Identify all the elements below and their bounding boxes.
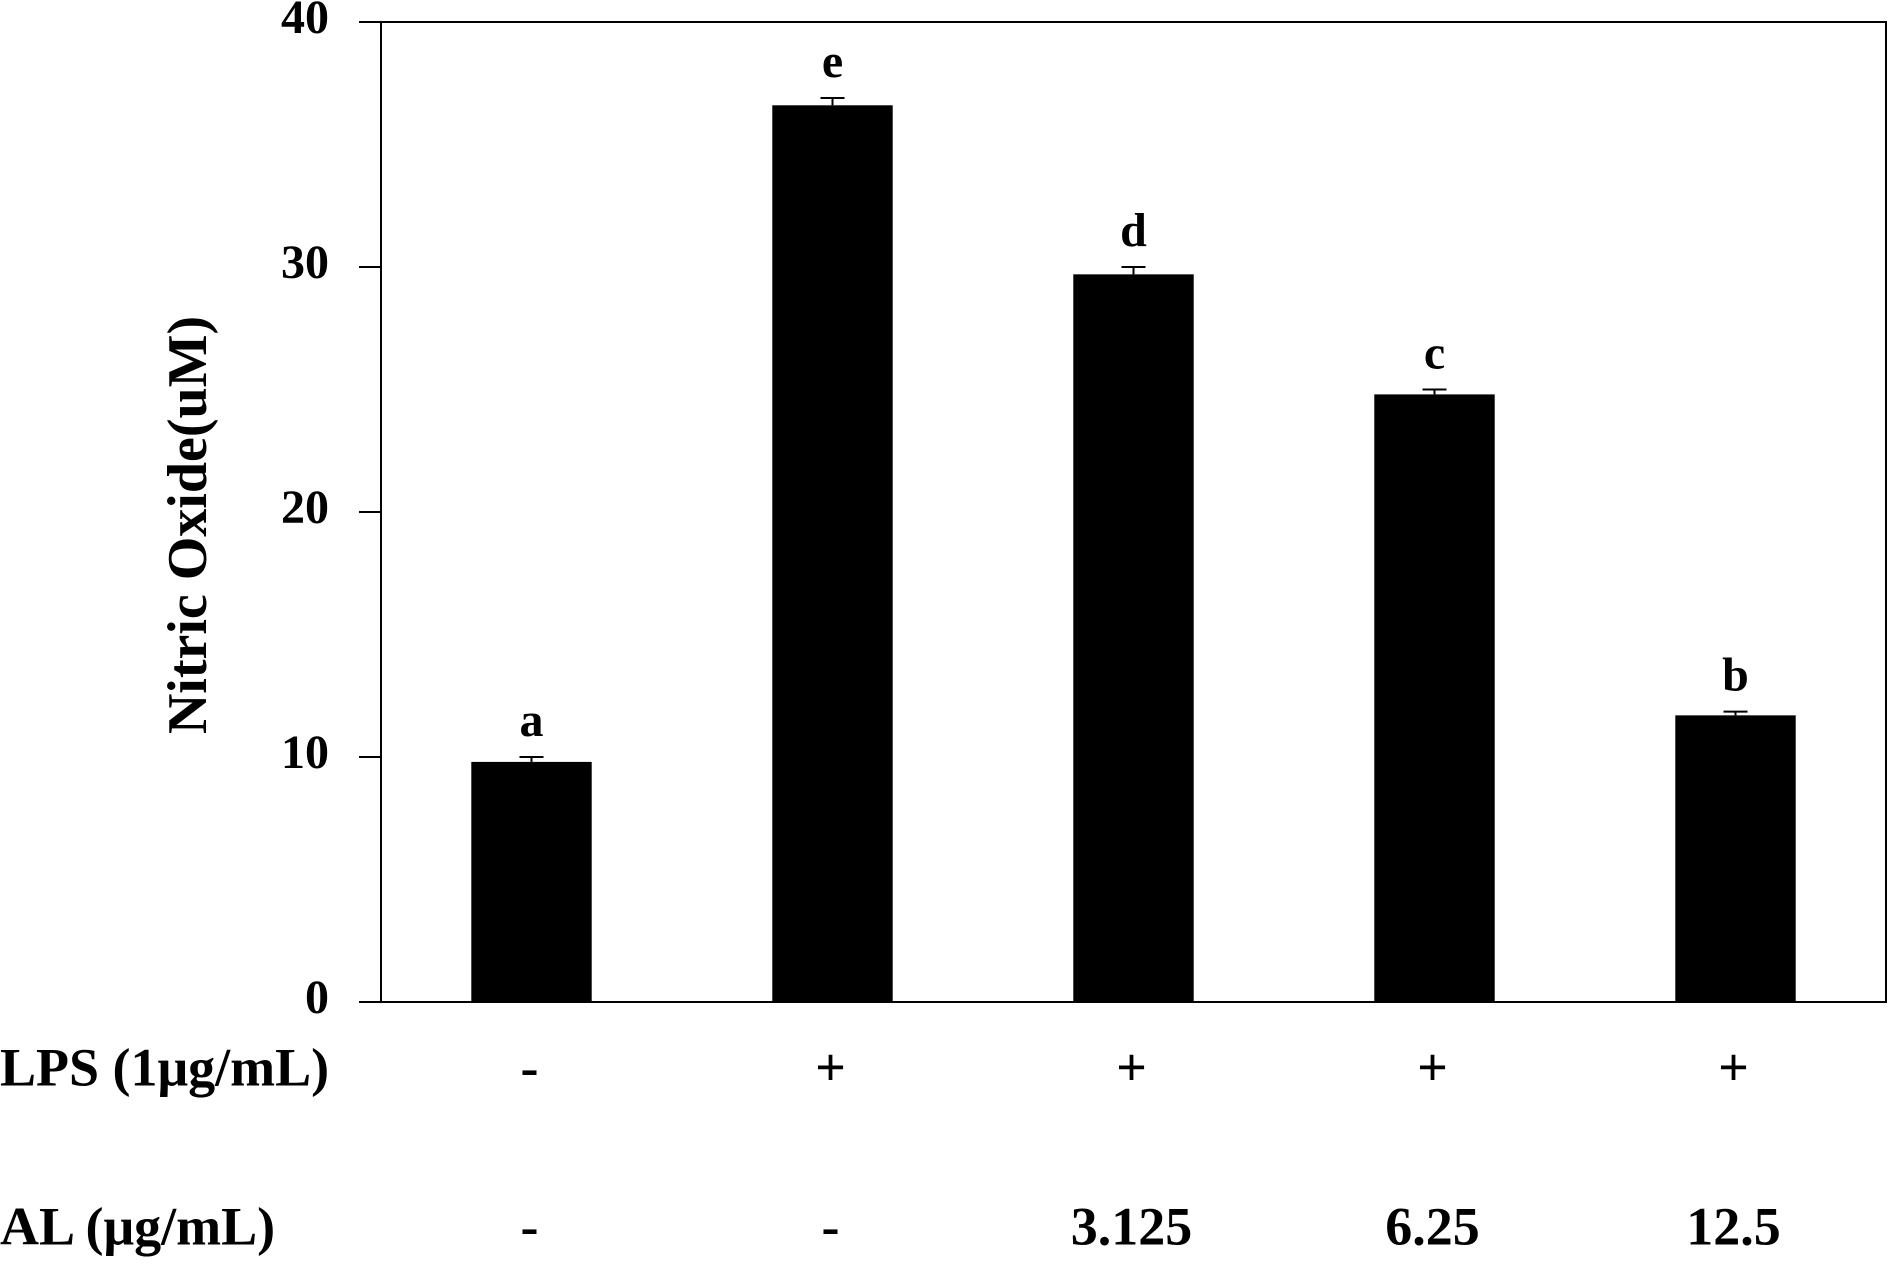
x-tick-label: - xyxy=(822,1196,840,1256)
significance-label: d xyxy=(1120,204,1147,257)
y-tick-label: 0 xyxy=(305,971,329,1024)
x-tick-label: 12.5 xyxy=(1686,1196,1781,1256)
x-tick-label: - xyxy=(521,1037,539,1097)
y-tick-label: 40 xyxy=(281,0,329,44)
y-tick-label: 20 xyxy=(281,481,329,534)
bar xyxy=(1073,274,1194,1003)
significance-label: c xyxy=(1424,327,1445,380)
x-tick-label: + xyxy=(815,1037,846,1097)
x-tick-label: + xyxy=(1718,1037,1749,1097)
significance-label: a xyxy=(520,694,544,747)
x-row-label: LPS (1μg/mL) xyxy=(0,1037,329,1097)
x-tick-label: + xyxy=(1116,1037,1147,1097)
y-tick-label: 10 xyxy=(281,726,329,779)
significance-label: b xyxy=(1722,649,1749,702)
y-axis-title: Nitric Oxide(uM) xyxy=(157,316,219,734)
x-row-label: AL (μg/mL) xyxy=(0,1196,275,1256)
significance-label: e xyxy=(822,35,843,88)
y-tick-label: 30 xyxy=(281,236,329,289)
x-tick-label: 3.125 xyxy=(1071,1196,1193,1256)
x-tick-label: + xyxy=(1417,1037,1448,1097)
x-tick-label: 6.25 xyxy=(1385,1196,1480,1256)
bar xyxy=(1374,394,1495,1002)
bar xyxy=(1675,715,1796,1002)
bar xyxy=(772,105,893,1003)
bar xyxy=(471,761,592,1002)
x-tick-label: - xyxy=(521,1196,539,1256)
